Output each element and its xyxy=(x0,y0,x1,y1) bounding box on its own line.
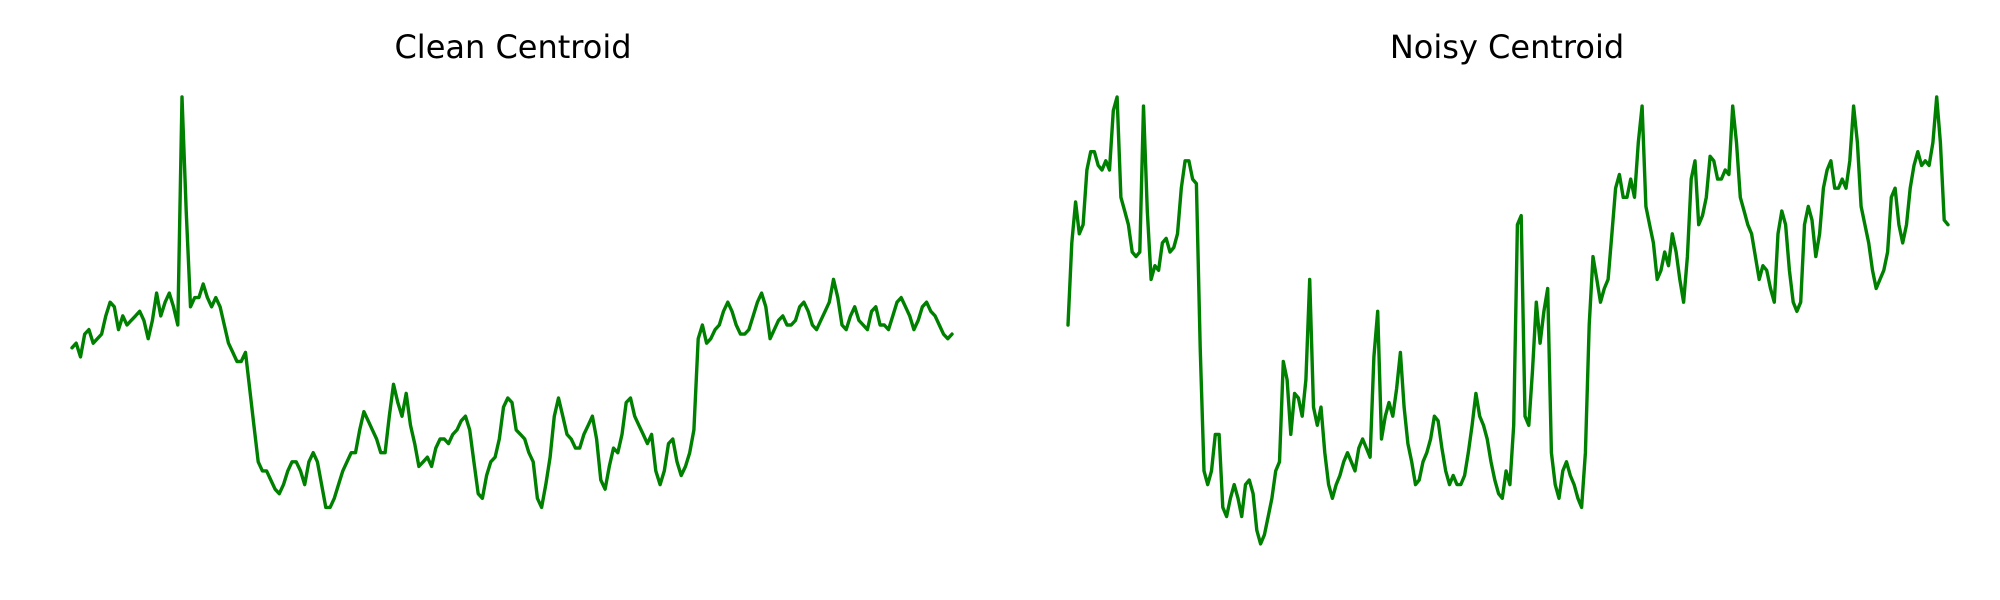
clean-centroid-line xyxy=(70,95,954,510)
noisy-centroid-line xyxy=(1066,95,1950,546)
noisy-centroid-title: Noisy Centroid xyxy=(1390,28,1624,66)
noisy-centroid-panel: Noisy Centroid xyxy=(1066,28,1950,546)
clean-centroid-title: Clean Centroid xyxy=(394,28,631,66)
clean-centroid-panel: Clean Centroid xyxy=(70,28,954,510)
